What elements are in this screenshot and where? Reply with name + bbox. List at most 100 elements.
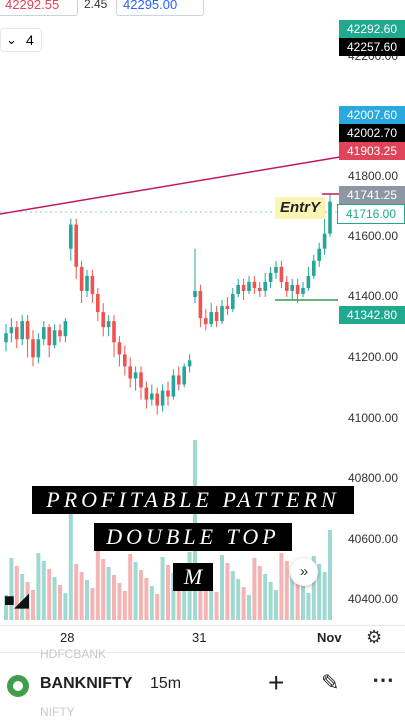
candle-body bbox=[198, 290, 203, 319]
candle-body bbox=[144, 387, 149, 400]
candle-body bbox=[290, 284, 294, 291]
volume-bar bbox=[247, 595, 251, 620]
entry-annotation[interactable]: EntrY bbox=[275, 197, 325, 219]
candle-body bbox=[133, 372, 138, 379]
candle-body bbox=[252, 281, 257, 288]
volume-bar bbox=[268, 582, 273, 620]
candle-body bbox=[25, 321, 30, 340]
banner-double-top: DOUBLE TOP bbox=[94, 523, 292, 551]
candle-body bbox=[9, 327, 14, 334]
candle-body bbox=[231, 293, 235, 310]
interval-selector[interactable]: ⌄ 4 bbox=[0, 28, 42, 52]
volume-bar bbox=[166, 565, 170, 620]
candle-body bbox=[160, 390, 165, 406]
volume-bar bbox=[252, 558, 257, 620]
candle-body bbox=[69, 224, 73, 249]
quote-bar: 42292.55 2.45 42295.00 bbox=[0, 0, 405, 18]
add-plus-icon[interactable]: + bbox=[268, 667, 285, 698]
price-label-trendline: 41903.25 bbox=[339, 142, 405, 160]
ask-price[interactable]: 42295.00 bbox=[116, 0, 204, 16]
scroll-forward-icon[interactable]: » bbox=[290, 558, 318, 586]
more-icon[interactable]: ⋯ bbox=[372, 667, 394, 692]
symbol-name[interactable]: BANKNIFTY bbox=[40, 675, 133, 692]
volume-bar bbox=[58, 585, 62, 620]
candle-body bbox=[166, 390, 170, 397]
volume-bar bbox=[36, 553, 41, 620]
volume-bar bbox=[317, 564, 322, 620]
chevron-down-icon: ⌄ bbox=[6, 32, 17, 47]
candle-body bbox=[306, 275, 311, 288]
volume-bar bbox=[225, 563, 230, 620]
candle-body bbox=[123, 354, 127, 367]
price-scale-tick: 41400.00 bbox=[347, 289, 399, 303]
tradingview-logo-icon[interactable]: ■◢ bbox=[4, 590, 29, 610]
volume-bar bbox=[230, 571, 235, 620]
price-scale-tick: 41000.00 bbox=[347, 411, 399, 425]
candle-body bbox=[90, 275, 95, 294]
volume-bar bbox=[257, 566, 262, 620]
price-label-support: 41342.80 bbox=[339, 306, 405, 324]
draw-pen-icon[interactable]: ✎ bbox=[321, 670, 340, 695]
volume-bar bbox=[149, 586, 154, 620]
price-label-last: 42292.60 bbox=[339, 20, 405, 38]
volume-bar bbox=[284, 561, 289, 620]
volume-bar bbox=[90, 588, 95, 620]
candle-body bbox=[225, 306, 230, 310]
candle-body bbox=[36, 339, 41, 358]
volume-bar bbox=[274, 590, 278, 620]
volume-bar bbox=[328, 530, 332, 620]
volume-bar bbox=[295, 577, 300, 620]
timeframe-button[interactable]: 15m bbox=[150, 675, 182, 692]
volume-bar bbox=[31, 590, 35, 620]
volume-bar bbox=[290, 569, 295, 620]
candle-body bbox=[20, 321, 24, 340]
candle-body bbox=[171, 375, 176, 397]
volume-bar bbox=[122, 591, 127, 620]
bottom-toolbar: HDFCBANK BANKNIFTY 15m + ✎ ⋯ NIFTY bbox=[0, 647, 405, 721]
candle-body bbox=[74, 224, 78, 267]
spread-value: 2.45 bbox=[84, 0, 108, 11]
volume-bar bbox=[112, 575, 116, 620]
time-label: Nov bbox=[317, 630, 342, 645]
settings-gear-icon[interactable]: ⚙ bbox=[366, 627, 383, 647]
volume-bar bbox=[41, 561, 46, 620]
volume-bar bbox=[279, 553, 284, 620]
candle-body bbox=[150, 393, 154, 400]
candle-body bbox=[42, 327, 46, 340]
candle-body bbox=[204, 318, 208, 325]
price-chart[interactable] bbox=[0, 0, 405, 625]
candle-body bbox=[128, 366, 132, 379]
price-scale-tick: 41200.00 bbox=[347, 350, 399, 364]
candle-body bbox=[258, 287, 262, 291]
volume-bar bbox=[117, 583, 122, 620]
candle-body bbox=[295, 284, 300, 294]
candle-body bbox=[241, 284, 246, 291]
candle-body bbox=[117, 342, 122, 355]
volume-bar bbox=[85, 580, 89, 620]
time-axis[interactable]: 28 31 Nov ⚙ bbox=[0, 625, 405, 648]
candle-body bbox=[15, 327, 19, 340]
volume-bar bbox=[74, 564, 79, 620]
time-label: 31 bbox=[192, 630, 207, 645]
candle-body bbox=[96, 293, 100, 313]
candle-body bbox=[312, 260, 316, 276]
time-label: 28 bbox=[60, 630, 75, 645]
volume-bar bbox=[214, 592, 219, 620]
candle-body bbox=[63, 321, 68, 337]
candle-body bbox=[177, 375, 181, 385]
chart-canvas[interactable] bbox=[0, 0, 405, 625]
bid-price[interactable]: 42292.55 bbox=[0, 0, 78, 16]
price-label-prev-close: 42257.60 bbox=[339, 38, 405, 56]
candle-body bbox=[285, 281, 289, 291]
volume-bar bbox=[311, 556, 316, 620]
volume-bar bbox=[128, 554, 133, 620]
volume-bar bbox=[220, 555, 224, 620]
candle-body bbox=[328, 201, 332, 234]
volume-bar bbox=[203, 576, 208, 620]
candle-body bbox=[85, 275, 89, 291]
volume-bar bbox=[101, 559, 106, 620]
price-scale-tick: 40800.00 bbox=[347, 471, 399, 485]
candle-body bbox=[31, 339, 35, 358]
candle-body bbox=[79, 266, 84, 291]
volume-bar bbox=[4, 595, 8, 620]
